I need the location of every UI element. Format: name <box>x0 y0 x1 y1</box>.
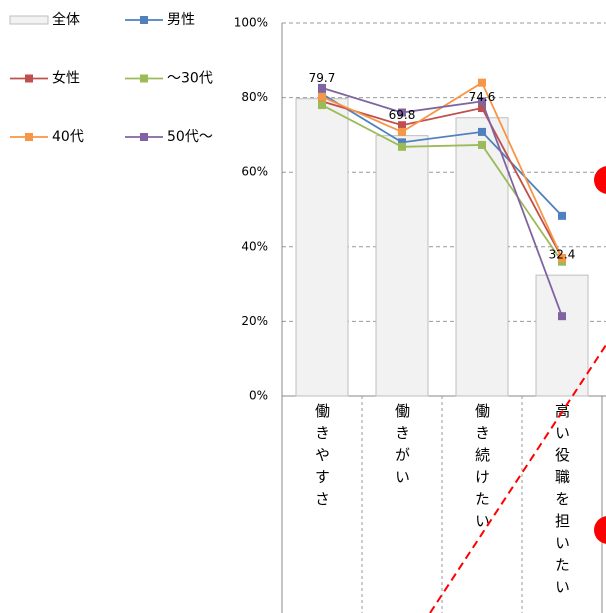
y-tick-label: 20% <box>241 314 268 328</box>
x-tick-label: 働きやすさ <box>313 403 331 513</box>
y-tick-label: 40% <box>241 239 268 253</box>
legend-swatch <box>25 133 33 141</box>
marker <box>318 92 326 101</box>
marker <box>558 211 566 220</box>
data-label: 69.8 <box>389 108 416 122</box>
legend-label: 40代 <box>52 129 84 145</box>
red-circle <box>594 166 606 194</box>
annotation <box>429 166 606 613</box>
marker <box>398 108 406 117</box>
marker <box>558 312 566 321</box>
legend-label: 女性 <box>52 70 80 87</box>
data-label: 79.7 <box>309 71 336 85</box>
marker <box>318 101 326 110</box>
data-label: 32.4 <box>549 248 576 262</box>
bar <box>535 274 589 397</box>
x-tick-label: 働き続けたい <box>473 403 491 535</box>
legend-swatch <box>9 15 49 25</box>
bar <box>455 117 509 397</box>
line <box>321 104 563 263</box>
x-tick-label: 高い役職を担いたい <box>553 403 571 601</box>
legend-label: 男性 <box>167 12 195 28</box>
y-tick-label: 60% <box>241 165 268 179</box>
y-tick-label: 80% <box>241 90 268 104</box>
marker <box>478 97 486 106</box>
legend-label: ～30代 <box>167 71 213 87</box>
line <box>321 93 563 217</box>
legend-label: 全体 <box>52 11 80 28</box>
data-label: 74.6 <box>469 90 496 104</box>
marker <box>478 127 486 136</box>
marker <box>398 138 406 147</box>
marker <box>318 83 326 92</box>
legend-swatch <box>140 133 148 141</box>
legend-swatch <box>140 74 148 83</box>
red-circle <box>594 516 606 544</box>
marker <box>398 142 406 151</box>
marker <box>398 121 406 130</box>
line <box>321 100 563 259</box>
y-tick-label: 100% <box>234 16 268 30</box>
bar <box>375 135 429 397</box>
bar <box>295 98 349 397</box>
marker <box>558 253 566 262</box>
x-tick-label: 働きがい <box>393 403 411 491</box>
marker <box>478 104 486 113</box>
line <box>321 81 563 259</box>
legend-label: 50代～ <box>167 129 213 145</box>
marker <box>478 78 486 87</box>
y-tick-label: 0% <box>249 389 268 403</box>
marker <box>478 140 486 149</box>
legend-swatch <box>140 16 148 24</box>
red-dashed-line <box>429 344 606 613</box>
marker <box>398 127 406 136</box>
legend-swatch <box>25 74 33 83</box>
line <box>321 87 563 317</box>
